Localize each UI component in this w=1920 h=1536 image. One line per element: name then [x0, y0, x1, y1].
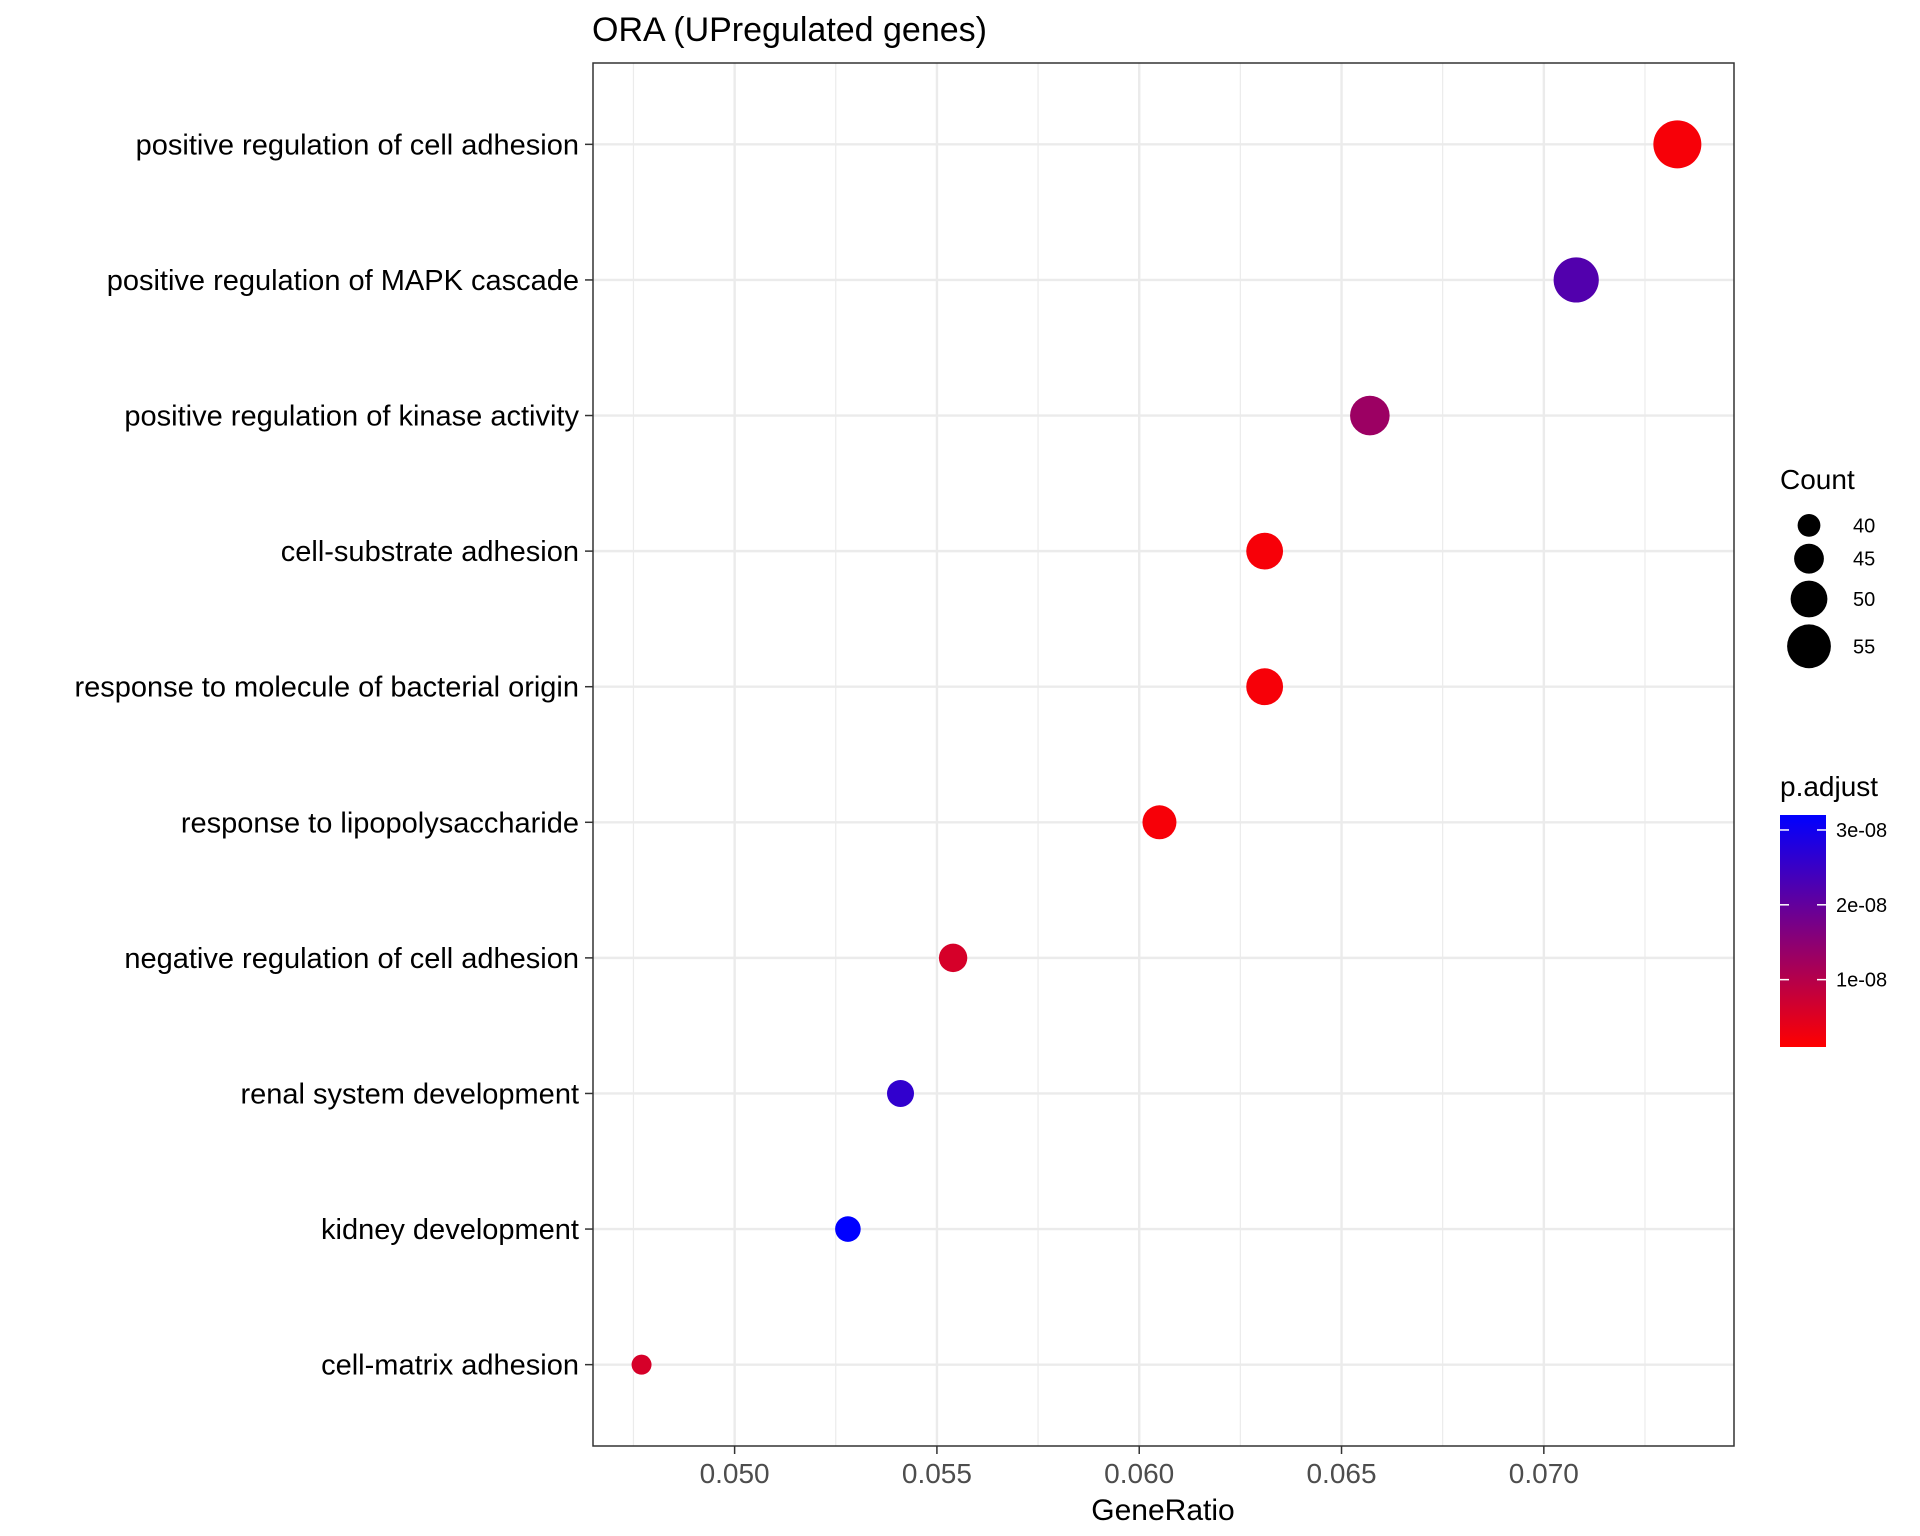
- color-bar: [1780, 815, 1826, 1047]
- x-tick-label: 0.070: [1509, 1458, 1579, 1489]
- x-axis-label: GeneRatio: [1091, 1494, 1234, 1527]
- data-point: [1350, 395, 1390, 436]
- data-points: [631, 120, 1702, 1375]
- x-tick-label: 0.065: [1306, 1458, 1376, 1489]
- data-point: [631, 1354, 652, 1375]
- y-tick-label: cell-substrate adhesion: [281, 536, 579, 568]
- color-legend-label: 3e-08: [1836, 820, 1887, 842]
- grid-lines: [593, 63, 1734, 1446]
- y-axis: positive regulation of cell adhesion posi…: [74, 129, 593, 1382]
- color-legend-ticks: 3e-08 2e-08 1e-08: [1780, 820, 1887, 992]
- legend: Count 40 45 50 55 p.adjust 3e-08 2e-08 1e-08: [1780, 464, 1887, 1047]
- y-tick-label: renal system development: [241, 1078, 580, 1110]
- y-tick-label: positive regulation of MAPK cascade: [107, 265, 579, 297]
- plot-border: [592, 62, 1735, 1447]
- color-legend-title: p.adjust: [1780, 771, 1878, 802]
- data-point: [1553, 257, 1599, 303]
- size-legend-label: 55: [1853, 636, 1875, 658]
- x-tick-label: 0.050: [700, 1458, 770, 1489]
- size-legend-label: 50: [1853, 589, 1875, 611]
- size-legend-key: [1797, 514, 1821, 537]
- x-tick-label: 0.055: [902, 1458, 972, 1489]
- y-tick-label: positive regulation of cell adhesion: [136, 129, 579, 161]
- size-legend-key: [1794, 543, 1824, 574]
- color-legend-label: 1e-08: [1836, 970, 1887, 992]
- size-legend-key: [1790, 580, 1828, 618]
- size-legend-key: [1787, 624, 1831, 669]
- y-tick-label: kidney development: [321, 1214, 579, 1246]
- size-legend-label: 40: [1853, 515, 1875, 537]
- data-point: [887, 1079, 915, 1107]
- x-tick-label: 0.060: [1104, 1458, 1174, 1489]
- x-axis: 0.050 0.055 0.060 0.065 0.070: [700, 1446, 1579, 1489]
- data-point: [1142, 805, 1177, 840]
- data-point: [1246, 668, 1284, 706]
- y-tick-label: negative regulation of cell adhesion: [124, 943, 579, 975]
- y-tick-label: response to lipopolysaccharide: [181, 807, 579, 839]
- size-legend-title: Count: [1780, 464, 1855, 495]
- data-point: [835, 1216, 861, 1242]
- chart-title: ORA (UPregulated genes): [592, 11, 987, 49]
- y-tick-label: cell-matrix adhesion: [321, 1350, 579, 1382]
- size-legend: 40 45 50 55: [1787, 514, 1875, 669]
- y-tick-label: positive regulation of kinase activity: [124, 401, 579, 433]
- size-legend-label: 45: [1853, 549, 1875, 571]
- color-legend-label: 2e-08: [1836, 895, 1887, 917]
- data-point: [1246, 532, 1284, 570]
- data-point: [938, 943, 968, 973]
- data-point: [1653, 120, 1702, 169]
- y-tick-label: response to molecule of bacterial origin: [74, 672, 579, 704]
